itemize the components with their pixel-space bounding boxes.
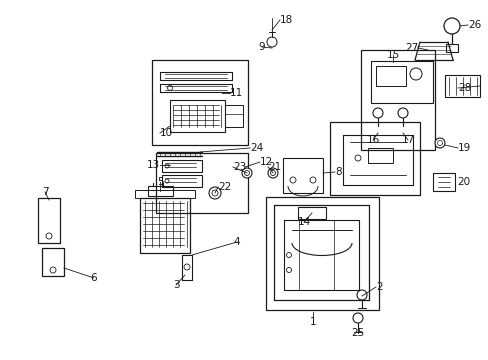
Text: 19: 19 — [457, 143, 470, 153]
Circle shape — [208, 187, 221, 199]
Circle shape — [46, 233, 52, 239]
Text: 28: 28 — [457, 83, 470, 93]
Text: 7: 7 — [41, 187, 48, 197]
Text: 11: 11 — [229, 88, 243, 98]
Circle shape — [309, 177, 315, 183]
Bar — [265, 197, 378, 310]
Circle shape — [289, 177, 295, 183]
Circle shape — [167, 85, 172, 90]
Text: 16: 16 — [366, 135, 379, 145]
Circle shape — [266, 37, 276, 47]
Circle shape — [372, 108, 382, 118]
Text: 15: 15 — [386, 50, 399, 60]
Bar — [329, 122, 419, 195]
Bar — [283, 158, 323, 193]
Bar — [375, 66, 405, 86]
Text: 12: 12 — [260, 157, 273, 167]
Bar — [38, 198, 60, 243]
Circle shape — [437, 140, 442, 145]
Text: 5: 5 — [156, 177, 163, 187]
Bar — [370, 61, 432, 103]
Circle shape — [212, 190, 218, 196]
Bar — [360, 50, 434, 150]
Bar — [162, 175, 202, 187]
Text: 3: 3 — [172, 280, 179, 290]
Bar — [152, 60, 247, 145]
Text: 27: 27 — [404, 43, 417, 53]
Circle shape — [270, 171, 275, 175]
Text: 17: 17 — [401, 135, 414, 145]
Circle shape — [409, 68, 421, 80]
Text: 25: 25 — [351, 328, 364, 338]
Bar — [42, 248, 64, 276]
Text: 26: 26 — [467, 20, 480, 30]
Circle shape — [356, 290, 366, 300]
Bar — [140, 198, 190, 253]
Bar — [367, 148, 392, 163]
Bar — [297, 207, 325, 219]
Circle shape — [352, 313, 362, 323]
Circle shape — [286, 252, 291, 257]
Circle shape — [242, 168, 251, 178]
Bar — [156, 153, 247, 213]
Circle shape — [183, 264, 190, 270]
Circle shape — [434, 138, 444, 148]
Text: 18: 18 — [280, 15, 293, 25]
Text: 1: 1 — [309, 317, 316, 327]
Bar — [162, 160, 202, 172]
Text: 14: 14 — [297, 217, 310, 227]
Circle shape — [354, 155, 360, 161]
Text: 24: 24 — [249, 143, 263, 153]
Text: 22: 22 — [218, 182, 231, 192]
Text: 4: 4 — [233, 237, 240, 247]
Text: 20: 20 — [456, 177, 469, 187]
Circle shape — [286, 267, 291, 273]
Bar — [170, 100, 224, 132]
Bar — [224, 105, 243, 127]
Text: 8: 8 — [334, 167, 341, 177]
Text: 6: 6 — [90, 273, 97, 283]
Text: 13: 13 — [146, 160, 160, 170]
Bar — [135, 190, 195, 198]
Bar — [432, 173, 454, 191]
Circle shape — [244, 171, 249, 175]
Circle shape — [267, 168, 278, 178]
Bar — [148, 186, 173, 196]
Text: 9: 9 — [258, 42, 265, 52]
Bar — [444, 75, 479, 97]
Text: 23: 23 — [232, 162, 246, 172]
Text: 21: 21 — [267, 162, 281, 172]
Circle shape — [164, 164, 169, 168]
Text: 10: 10 — [160, 128, 173, 138]
Circle shape — [397, 108, 407, 118]
Bar — [445, 44, 457, 52]
Circle shape — [50, 267, 56, 273]
Text: 2: 2 — [375, 282, 382, 292]
Circle shape — [164, 179, 169, 183]
Circle shape — [443, 18, 459, 34]
